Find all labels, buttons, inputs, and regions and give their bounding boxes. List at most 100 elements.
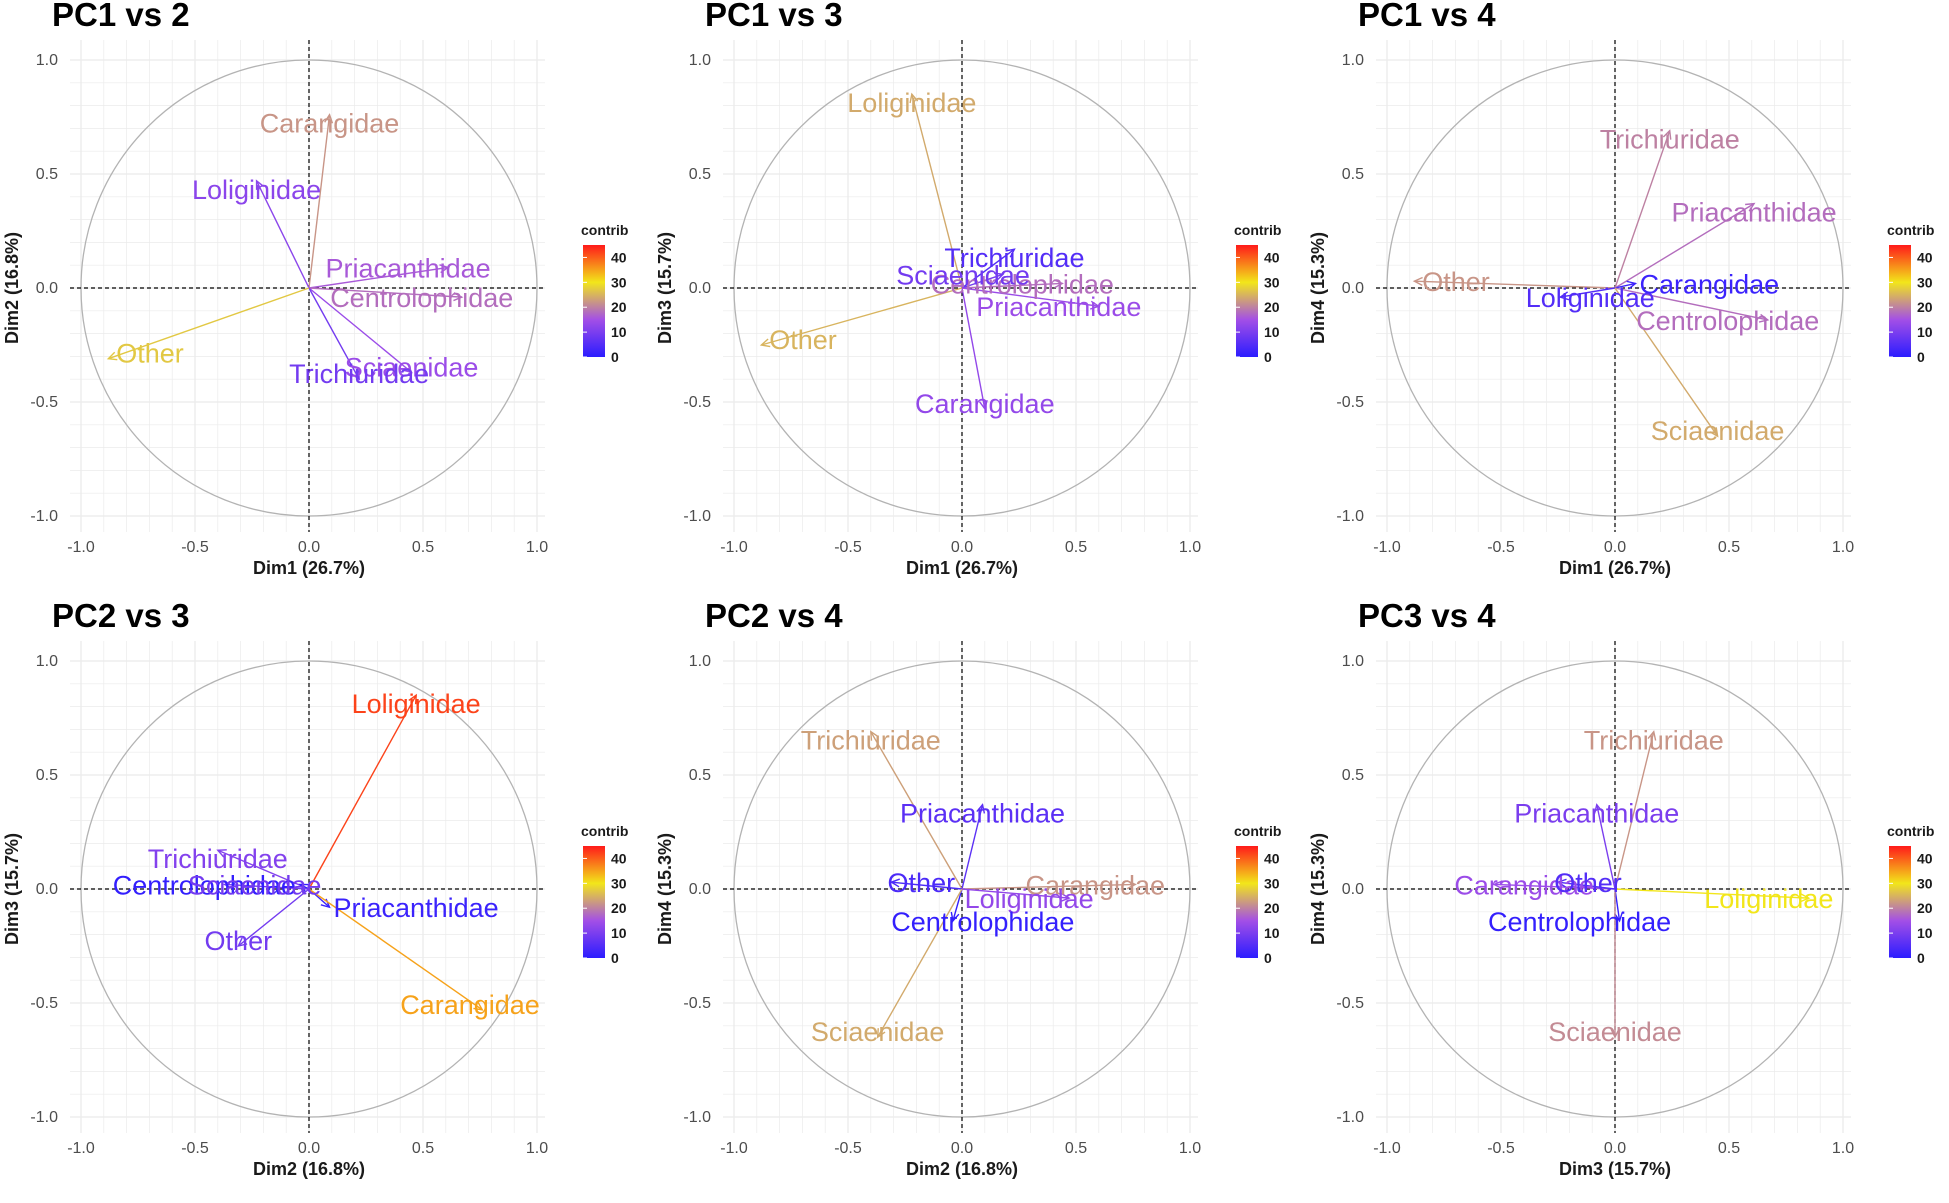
variable-label: Other <box>769 325 837 355</box>
arrow-other <box>1557 881 1616 890</box>
arrow-sciaenidae <box>877 888 963 1038</box>
variable-arrows <box>869 730 1137 1039</box>
legend-tick-label: 40 <box>1264 249 1280 265</box>
arrow-priacanthidae-head <box>1745 202 1756 212</box>
arrow-other <box>891 881 963 890</box>
arrow-centrolophidae-head <box>453 292 464 302</box>
legend-tick-label: 20 <box>1917 900 1933 916</box>
panel-pc3-vs-4: PC3 vs 4 -1.0 -1.0 -0.5 -0.5 0.0 0.0 0.5 0.5 1.0… <box>1306 597 1949 1202</box>
y-tick-label: 0.0 <box>1342 881 1364 898</box>
legend-title: contrib <box>1234 222 1281 238</box>
variable-label: Other <box>888 868 956 898</box>
arrow-loliginidae-head <box>1800 893 1811 903</box>
variable-label: Trichiuridae <box>289 359 429 389</box>
legend-tick-label: 40 <box>611 249 627 265</box>
panel-title: PC1 vs 2 <box>52 0 190 33</box>
legend-tick-label: 0 <box>611 349 619 365</box>
panel-pc2-vs-4: PC2 vs 4 -1.0 -1.0 -0.5 -0.5 0.0 0.0 0.5 0.5 1.0… <box>653 597 1302 1202</box>
arrow-trichiuridae <box>217 849 310 890</box>
arrow-other <box>761 287 963 346</box>
x-tick-label: -0.5 <box>834 539 862 556</box>
correlation-circle-chart: -1.0 -1.0 -0.5 -0.5 0.0 0.0 0.5 0.5 1.0 1.0 Dim2 (… <box>655 641 1281 1179</box>
arrow-priacanthidae-head <box>1593 803 1603 814</box>
variable-label: Carangidae <box>400 990 540 1020</box>
contrib-legend: contrib 0 10 20 30 40 <box>581 222 628 365</box>
legend-tick-label: 10 <box>1264 925 1280 941</box>
arrow-trichiuridae <box>308 287 360 380</box>
panel-pc2-vs-3: PC2 vs 3 -1.0 -1.0 -0.5 -0.5 0.0 0.0 0.5 0.5 1.0… <box>0 597 649 1202</box>
contrib-legend: contrib 0 10 20 30 40 <box>581 823 628 966</box>
variable-label: Loliginidae <box>1704 884 1833 914</box>
arrow-loliginidae <box>255 180 310 289</box>
arrow-trichiuridae-head <box>1005 248 1016 258</box>
variable-label: Centrolophidae <box>891 907 1074 937</box>
y-tick-label: -0.5 <box>30 995 58 1012</box>
x-tick-label: 0.0 <box>298 539 320 556</box>
y-tick-label: 0.5 <box>1342 166 1364 183</box>
arrow-sciaenidae-head <box>402 363 413 374</box>
legend-colorbar <box>1889 846 1911 958</box>
arrow-carangidae-head <box>978 399 988 411</box>
x-axis-title: Dim1 (26.7%) <box>906 558 1018 578</box>
y-tick-label: 1.0 <box>689 52 711 69</box>
legend-tick-label: 40 <box>1917 249 1933 265</box>
legend-tick-label: 10 <box>1917 925 1933 941</box>
variable-label: Loliginidae <box>1526 283 1655 313</box>
x-tick-label: -1.0 <box>720 539 748 556</box>
y-tick-label: 1.0 <box>1342 653 1364 670</box>
x-tick-label: 1.0 <box>1832 1140 1854 1157</box>
y-tick-label: -0.5 <box>683 394 711 411</box>
x-tick-label: 1.0 <box>526 1140 548 1157</box>
arrow-loliginidae <box>911 94 963 289</box>
panel-pc1-vs-3: PC1 vs 3 -1.0 -1.0 -0.5 -0.5 0.0 0.0 0.5 0.5 1.0… <box>653 0 1302 601</box>
variable-label: Carangidae <box>1025 870 1165 900</box>
variable-label: Centrolophidae <box>113 870 296 900</box>
x-tick-label: 0.5 <box>412 539 434 556</box>
y-tick-label: -0.5 <box>683 995 711 1012</box>
arrow-sciaenidae-head <box>876 1028 886 1039</box>
variable-labels: Trichiuridae Priacanthidae CarangidaeOther… <box>1454 726 1833 1048</box>
arrow-trichiuridae-head <box>351 370 360 381</box>
legend-tick-label: 20 <box>1264 900 1280 916</box>
x-tick-label: 0.5 <box>1718 539 1740 556</box>
arrow-priacanthidae <box>308 266 449 289</box>
correlation-circle-chart: -1.0 -1.0 -0.5 -0.5 0.0 0.0 0.5 0.5 1.0 1.0 Dim1 (… <box>2 40 628 578</box>
y-tick-label: 0.5 <box>689 166 711 183</box>
x-tick-label: -0.5 <box>181 1140 209 1157</box>
arrow-carangidae-head <box>1492 880 1503 890</box>
x-axis-title: Dim2 (16.8%) <box>906 1159 1018 1179</box>
variable-label: Centrolophidae <box>330 283 513 313</box>
variable-label: Priacanthidae <box>976 292 1141 322</box>
y-tick-label: 1.0 <box>36 653 58 670</box>
legend-tick-label: 40 <box>1264 850 1280 866</box>
y-tick-label: -1.0 <box>683 508 711 525</box>
arrow-carangidae <box>308 114 331 289</box>
legend-tick-label: 10 <box>611 925 627 941</box>
contrib-legend: contrib 0 10 20 30 40 <box>1234 823 1281 966</box>
variable-arrows <box>1412 129 1770 438</box>
variable-label: Sciaenidae <box>345 352 479 382</box>
arrow-centrolophidae <box>952 888 963 922</box>
legend-title: contrib <box>581 823 628 839</box>
arrow-loliginidae-head <box>408 693 417 705</box>
variable-label: Priacanthidae <box>900 799 1065 829</box>
x-tick-label: 0.0 <box>298 1140 320 1157</box>
legend-tick-label: 30 <box>1264 875 1280 891</box>
y-axis-title: Dim4 (15.3%) <box>1308 833 1328 945</box>
y-tick-label: 0.0 <box>689 881 711 898</box>
x-tick-label: 0.0 <box>1604 1140 1626 1157</box>
legend-tick-label: 0 <box>1917 349 1925 365</box>
legend-tick-label: 0 <box>611 950 619 966</box>
legend-colorbar <box>583 245 605 357</box>
y-axis-title: Dim4 (15.3%) <box>1308 232 1328 344</box>
contrib-legend: contrib 0 10 20 30 40 <box>1887 823 1934 966</box>
variable-labels: Trichiuridae Priacanthidae Other Carangidae… <box>801 726 1165 1048</box>
arrow-carangidae <box>1494 883 1616 890</box>
correlation-circle-chart: -1.0 -1.0 -0.5 -0.5 0.0 0.0 0.5 0.5 1.0 1.0 Dim3 (… <box>1308 641 1934 1179</box>
arrow-sciaenidae-head <box>223 880 234 890</box>
variable-label: Carangidae <box>915 389 1055 419</box>
grid-lines <box>1376 641 1851 1133</box>
y-tick-label: 0.0 <box>1342 280 1364 297</box>
variable-label: Centrolophidae <box>931 269 1114 299</box>
